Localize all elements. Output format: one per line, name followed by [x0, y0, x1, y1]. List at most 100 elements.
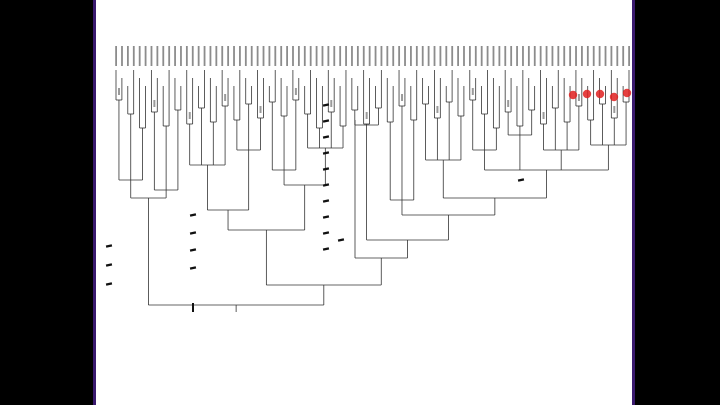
tip-label	[527, 46, 530, 66]
tip-label	[622, 46, 625, 66]
tip-label	[392, 46, 395, 66]
tip-label	[321, 46, 324, 66]
tip-label	[150, 46, 153, 66]
node-support-label	[365, 112, 368, 119]
character-mark	[105, 244, 113, 248]
character-mark	[322, 135, 330, 139]
tip-label	[138, 46, 141, 66]
node-support-label	[401, 94, 404, 101]
node-support-label	[294, 88, 297, 95]
node-support-label	[613, 106, 616, 113]
highlight-marker	[622, 88, 632, 98]
tip-label	[144, 46, 147, 66]
tip-label	[398, 46, 401, 66]
tip-label	[156, 46, 159, 66]
tip-label	[362, 46, 365, 66]
character-mark	[322, 247, 330, 251]
tip-label	[345, 46, 347, 66]
tip-label	[604, 46, 607, 66]
tip-label	[598, 46, 601, 66]
tip-label	[292, 46, 294, 66]
tip-label	[191, 46, 194, 66]
tip-label	[368, 46, 371, 66]
tip-label	[351, 46, 353, 66]
tip-label	[610, 46, 613, 66]
character-mark	[105, 263, 113, 267]
tip-label	[233, 46, 235, 66]
tip-label	[221, 46, 224, 66]
tip-label	[474, 46, 477, 66]
tip-label	[433, 46, 436, 66]
character-mark	[105, 282, 113, 286]
character-mark	[189, 231, 197, 235]
tip-label	[227, 46, 230, 66]
tip-label	[445, 46, 448, 66]
node-support-label	[153, 100, 156, 107]
node-support-label	[436, 106, 439, 113]
tip-label	[185, 46, 188, 66]
tip-label	[427, 46, 430, 66]
tip-label	[386, 46, 389, 66]
character-mark	[189, 213, 197, 217]
character-mark	[322, 183, 330, 187]
tip-label	[575, 46, 577, 66]
tip-label	[586, 46, 589, 66]
tip-label	[250, 46, 253, 66]
node-support-label	[577, 94, 580, 101]
tip-label	[516, 46, 518, 66]
tip-label	[244, 46, 247, 66]
tip-label	[569, 46, 572, 66]
node-support-label	[259, 106, 262, 113]
tip-label	[297, 46, 300, 66]
node-support-label	[471, 88, 474, 95]
tip-label	[197, 46, 200, 66]
tip-label	[439, 46, 442, 66]
character-mark	[322, 167, 330, 171]
tip-label	[162, 46, 165, 66]
tip-label	[498, 46, 501, 66]
tip-label	[126, 46, 129, 66]
character-mark	[517, 178, 525, 182]
highlight-marker	[568, 90, 578, 100]
node-support-label	[224, 94, 227, 101]
tip-label	[468, 46, 471, 66]
phylogenetic-tree-diagram	[105, 46, 632, 312]
character-mark	[322, 231, 330, 235]
tip-label	[404, 46, 406, 66]
tip-label	[592, 46, 595, 66]
tip-label	[327, 46, 330, 66]
tip-label	[239, 46, 241, 66]
tip-label	[563, 46, 566, 66]
tip-label	[451, 46, 454, 66]
tip-label	[203, 46, 206, 66]
tip-label	[581, 46, 583, 66]
tip-label	[315, 46, 318, 66]
tip-label	[115, 46, 117, 66]
tip-label	[545, 46, 548, 66]
tip-label	[628, 46, 630, 66]
tip-label	[339, 46, 342, 66]
tip-label	[309, 46, 312, 66]
tip-label	[463, 46, 465, 66]
tip-label	[486, 46, 489, 66]
tip-label	[303, 46, 306, 66]
character-mark	[322, 103, 330, 107]
tip-label	[410, 46, 412, 66]
character-mark	[322, 119, 330, 123]
node-support-label	[330, 100, 333, 107]
character-mark	[189, 248, 197, 252]
tip-label	[268, 46, 271, 66]
tip-label	[480, 46, 483, 66]
tip-label	[510, 46, 513, 66]
tip-label	[274, 46, 277, 66]
node-support-label	[507, 100, 510, 107]
tip-label	[616, 46, 619, 66]
tip-label	[522, 46, 524, 66]
tip-label	[415, 46, 418, 66]
tip-label	[180, 46, 182, 66]
tip-label	[121, 46, 123, 66]
tip-label	[280, 46, 283, 66]
character-mark	[322, 151, 330, 155]
tip-label	[557, 46, 560, 66]
document-page	[93, 0, 635, 405]
